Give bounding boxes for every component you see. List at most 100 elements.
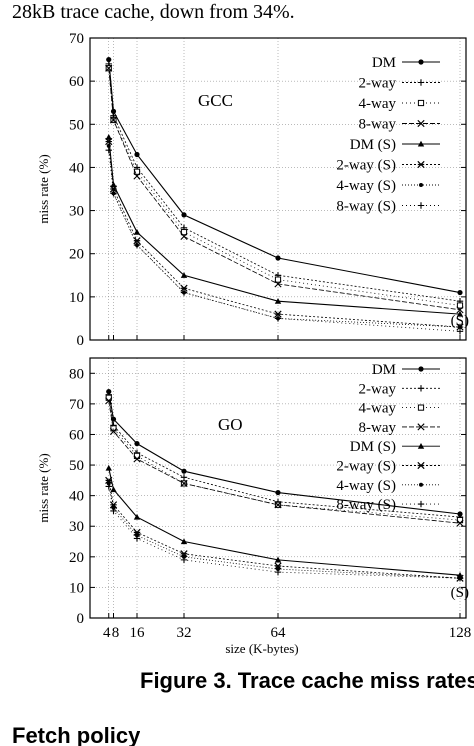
go-x-tick-label: 64 [271, 625, 287, 641]
go-point-2-way-s [180, 550, 188, 558]
go-point-2-way [180, 474, 188, 481]
go-legend-marker-dm-s [417, 443, 425, 449]
gcc-legend-label-8-way: 8-way [359, 117, 397, 133]
go-series-dm-s [105, 464, 464, 578]
gcc-point-8-way [180, 232, 188, 241]
gcc-point-4-way [456, 302, 464, 309]
go-point-8-way-s [180, 556, 188, 564]
go-point-dm [134, 441, 140, 447]
gcc-legend-label-dm-s: DM (S) [350, 137, 396, 153]
go-legend-marker-2-way [417, 385, 425, 392]
go-legend-label-dm: DM [372, 362, 396, 378]
gcc-legend-label-2-way-s: 2-way (S) [336, 158, 396, 174]
gcc-point-4-way [180, 229, 188, 236]
gcc-point-dm [275, 255, 281, 261]
gcc-y-axis-label: miss rate (%) [36, 154, 51, 223]
go-y-tick-label: 60 [69, 427, 84, 443]
gcc-line-dm-s [108, 137, 461, 315]
gcc-y-tick-label: 70 [69, 31, 84, 47]
gcc-line-2-way-s [108, 141, 461, 328]
gcc-legend-marker-8-way-s [417, 202, 425, 209]
gcc-legend-label-4-way: 4-way [359, 96, 397, 112]
gcc-line-4-way [108, 68, 461, 306]
go-series-4-way-s [106, 481, 462, 581]
gcc-point-4-way-s [458, 325, 462, 330]
gcc-legend-marker-dm [418, 59, 424, 65]
go-legend-label-2-way-s: 2-way (S) [336, 459, 396, 475]
go-series-8-way [105, 397, 464, 527]
go-legend-label-8-way: 8-way [359, 420, 397, 436]
go-point-8-way-s [110, 507, 117, 515]
gcc-point-8-way [133, 172, 141, 180]
gcc-point-8-way [274, 280, 282, 288]
go-series-dm [106, 389, 463, 517]
gcc-line-2-way [108, 63, 461, 302]
go-y-tick-label: 20 [69, 550, 84, 566]
go-legend-label-8-way-s: 8-way (S) [336, 497, 396, 513]
go-line-8-way-s [108, 486, 461, 579]
gcc-y-tick-label: 20 [69, 247, 84, 263]
gcc-point-8-way [105, 64, 113, 72]
gcc-series-8-way-s [105, 146, 464, 335]
gcc-point-8-way-s [110, 190, 117, 197]
go-point-dm [275, 489, 281, 496]
gcc-series-dm-s [105, 134, 464, 317]
gcc-series-dm [106, 56, 463, 296]
go-legend-marker-4-way-s [419, 482, 423, 487]
go-line-2-way-s [108, 480, 461, 579]
gcc-line-8-way-s [108, 150, 461, 332]
go-point-8-way-s [105, 483, 112, 490]
gcc-legend-marker-4-way [417, 99, 425, 107]
gcc-point-2-way-s [274, 310, 282, 318]
go-y-tick-label: 0 [77, 611, 85, 627]
figure-caption: Figure 3. Trace cache miss rates. [140, 668, 474, 693]
go-point-2-way-s [109, 501, 118, 509]
gcc-point-dm [181, 212, 187, 218]
go-legend-marker-4-way [417, 404, 425, 411]
gcc-legend-label-dm: DM [372, 55, 396, 71]
gcc-point-8-way-s [105, 146, 112, 154]
gcc-line-8-way [108, 68, 461, 311]
gcc-line-4-way-s [108, 145, 461, 328]
go-point-dm-s [133, 513, 141, 520]
go-y-axis-label: miss rate (%) [36, 453, 51, 522]
gcc-point-dm [134, 151, 140, 158]
go-x-tick-label: 8 [112, 625, 120, 641]
go-y-tick-label: 10 [69, 580, 84, 596]
gcc-y-tick-label: 30 [69, 204, 84, 220]
go-point-8-way [109, 427, 118, 436]
go-point-2-way-s [274, 562, 282, 570]
go-point-dm-s [274, 556, 282, 563]
gcc-point-dm-s [133, 228, 141, 235]
go-legend-label-dm-s: DM (S) [350, 439, 396, 455]
go-x-tick-label: 16 [130, 625, 146, 641]
gcc-legend-marker-2-way-s [417, 160, 425, 169]
gcc-benchmark-label: GCC [198, 91, 233, 110]
go-legend-label-4-way-s: 4-way (S) [336, 478, 396, 494]
go-s-label: (S) [451, 585, 469, 601]
go-point-dm-s [105, 464, 112, 471]
section-heading: Fetch policy [12, 723, 141, 746]
go-series-4-way [105, 394, 464, 524]
go-line-dm-s [108, 467, 461, 576]
gcc-point-8-way-s [456, 328, 464, 335]
gcc-legend-label-2-way: 2-way [359, 76, 397, 92]
gcc-point-dm [457, 289, 463, 296]
gcc-y-tick-label: 0 [77, 333, 85, 349]
gcc-point-dm [106, 56, 112, 63]
gcc-point-8-way [456, 306, 464, 314]
gcc-legend-label-8-way-s: 8-way (S) [336, 199, 396, 215]
go-point-8-way [133, 455, 141, 463]
gcc-legend-label-4-way-s: 4-way (S) [336, 178, 396, 194]
gcc-point-4-way [133, 168, 141, 175]
go-point-8-way [456, 519, 464, 527]
gcc-legend-marker-4-way-s [419, 183, 423, 187]
gcc-point-8-way-s [133, 241, 141, 249]
go-y-tick-label: 50 [69, 458, 84, 474]
gcc-point-2-way-s [109, 185, 118, 193]
gcc-point-dm-s [456, 310, 464, 317]
gcc-legend-marker-dm-s [417, 140, 425, 147]
gcc-y-tick-label: 60 [69, 74, 84, 90]
gcc-point-dm [110, 108, 117, 114]
gcc-point-2-way-s [105, 137, 113, 146]
